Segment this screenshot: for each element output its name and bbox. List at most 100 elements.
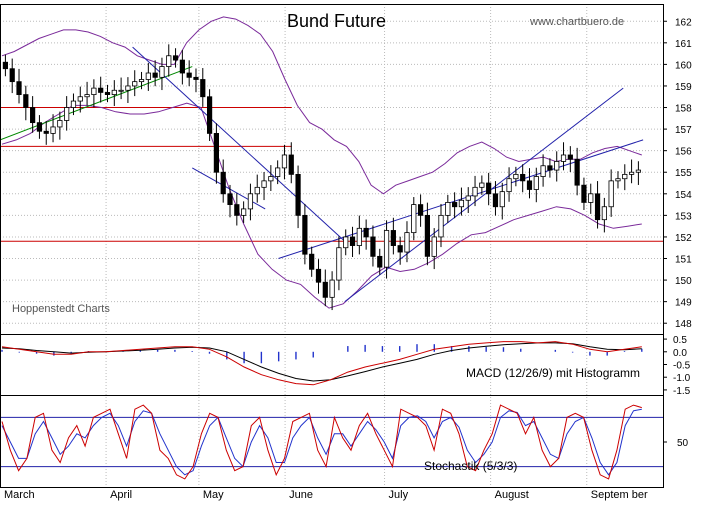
stochastic-tick-label: 50 <box>677 438 689 449</box>
candle-body <box>247 193 254 210</box>
candle-body <box>615 178 621 182</box>
candle-body <box>370 236 376 257</box>
candle-body <box>499 191 505 208</box>
candle-body <box>377 255 383 268</box>
macd-tick-label: -0.5 <box>673 361 691 372</box>
candle-body <box>91 87 97 95</box>
candle-body <box>417 204 424 216</box>
candle-body <box>98 87 104 93</box>
candle-body <box>111 89 117 95</box>
macd-tick-label: -1.0 <box>673 373 691 384</box>
candle-body <box>438 214 444 238</box>
candle-body <box>458 199 465 208</box>
candle-body <box>2 61 9 70</box>
candle-body <box>200 79 206 98</box>
candle-body <box>526 180 533 190</box>
candle-body <box>506 178 512 193</box>
chart-title: Bund Future <box>287 11 386 31</box>
candle-body <box>227 193 233 205</box>
macd-tick-label: 0.5 <box>673 335 687 346</box>
candle-body <box>152 72 158 78</box>
candle-body <box>390 230 396 246</box>
candle-body <box>16 81 22 95</box>
candle-body <box>322 281 328 298</box>
candle-body <box>172 55 179 61</box>
candle-body <box>560 154 567 162</box>
price-tick-label: 157 <box>675 125 692 136</box>
candle-body <box>30 107 36 124</box>
candle-body <box>622 173 628 180</box>
candle-body <box>43 130 49 134</box>
axis-layer: March April May June July August Septem ber 148… <box>4 17 692 501</box>
candle-body <box>254 186 260 195</box>
candle-body <box>64 107 70 121</box>
candle-body <box>213 133 219 173</box>
stochastic-k-line <box>1 404 642 480</box>
stochastic-layer <box>0 404 663 480</box>
candle-body <box>57 120 63 128</box>
month-label: Septem ber <box>591 489 648 501</box>
candle-body <box>70 100 77 108</box>
candle-body <box>492 193 499 208</box>
macd-layer <box>1 341 643 386</box>
candle-body <box>608 180 614 208</box>
month-label: August <box>495 489 529 501</box>
candle-body <box>159 66 165 78</box>
candle-body <box>567 154 573 160</box>
price-tick-label: 155 <box>675 168 692 179</box>
candle-body <box>179 59 185 74</box>
price-tick-label: 154 <box>675 190 692 201</box>
price-tick-label: 156 <box>675 147 692 158</box>
candles-layer <box>2 44 641 311</box>
trendline <box>344 87 624 303</box>
candle-body <box>343 236 349 249</box>
candle-body <box>356 227 362 246</box>
candle-body <box>397 245 403 253</box>
candle-body <box>145 72 151 80</box>
candle-body <box>336 247 342 281</box>
candle-body <box>315 268 322 283</box>
candle-body <box>309 253 315 270</box>
price-tick-label: 149 <box>675 298 692 309</box>
candle-body <box>465 195 471 201</box>
price-tick-label: 159 <box>675 82 692 93</box>
candle-body <box>166 55 172 67</box>
month-label: May <box>203 489 224 501</box>
price-tick-label: 161 <box>675 39 692 50</box>
candle-body <box>138 79 145 83</box>
source-label: www.chartbuero.de <box>529 16 624 28</box>
candle-body <box>594 193 601 221</box>
candle-body <box>281 154 288 169</box>
candle-body <box>479 182 485 188</box>
candle-body <box>36 122 43 132</box>
price-tick-label: 152 <box>675 233 692 244</box>
candle-body <box>588 193 594 203</box>
month-label: March <box>4 489 35 501</box>
candle-body <box>295 173 301 216</box>
candle-body <box>554 161 560 171</box>
candle-body <box>268 176 274 182</box>
month-label: July <box>389 489 409 501</box>
price-tick-label: 150 <box>675 276 692 287</box>
candle-body <box>125 85 131 91</box>
candle-body <box>533 176 539 190</box>
candle-body <box>241 208 247 216</box>
price-tick-label: 158 <box>675 104 692 115</box>
bollinger-upper-line <box>1 16 642 195</box>
candle-body <box>574 158 580 186</box>
bollinger-lower-line <box>1 102 642 309</box>
candle-body <box>288 154 294 175</box>
candle-body <box>77 96 83 102</box>
price-tick-label: 148 <box>675 319 692 330</box>
candle-body <box>206 96 213 134</box>
candle-body <box>275 167 281 177</box>
price-tick-label: 162 <box>675 17 692 28</box>
candle-body <box>23 94 29 108</box>
candle-body <box>411 204 417 234</box>
candle-body <box>540 165 546 177</box>
candle-body <box>513 173 519 180</box>
candle-body <box>581 184 587 203</box>
provider-label: Hoppenstedt Charts <box>12 303 110 315</box>
levels-layer <box>0 107 663 242</box>
